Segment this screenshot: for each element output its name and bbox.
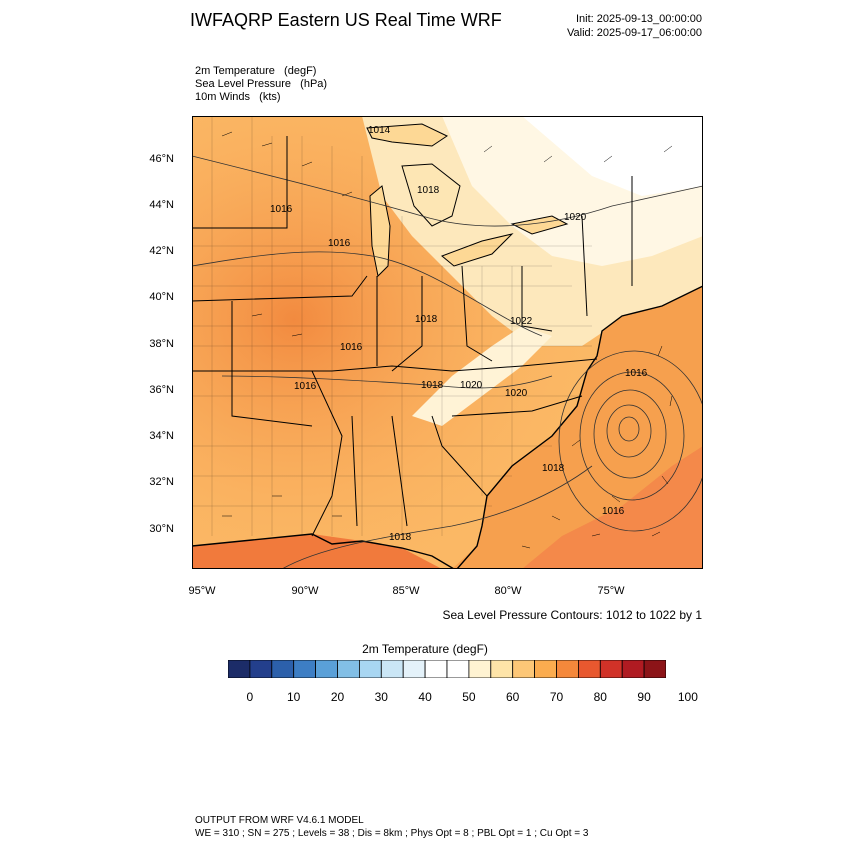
colorbar-swatch [358,660,382,678]
lake-erie [441,233,514,267]
colorbar-swatch [643,660,666,678]
footer-model: OUTPUT FROM WRF V4.6.1 MODEL [195,815,364,826]
coastline [456,285,703,569]
lat-label: 42°N [149,245,174,257]
isobar-label: 1022 [510,316,533,327]
lon-label: 85°W [392,585,420,597]
lon-label: 75°W [597,585,625,597]
colorbar-swatch [337,660,360,678]
field-label-pressure: Sea Level Pressure (hPa) [195,78,328,90]
lat-label: 46°N [149,153,174,165]
map-title: IWFAQRP Eastern US Real Time WRF [190,10,502,30]
colorbar-title: 2m Temperature (degF) [362,642,488,656]
colorbar-label: 20 [330,690,345,704]
colorbar-swatch [315,660,338,678]
colorbar-swatch [599,660,623,678]
lat-label: 40°N [149,291,174,303]
lat-label: 36°N [149,384,174,396]
lat-label: 34°N [149,430,174,442]
isobar-label: 1016 [602,506,625,517]
field-label-winds: 10m Winds (kts) [195,91,281,103]
isobar-label: 1016 [270,204,293,215]
contour-note: Sea Level Pressure Contours: 1012 to 102… [442,608,703,622]
isobar-label: 1020 [505,388,528,399]
colorbar-label: 40 [418,690,432,704]
colorbar-swatch [424,660,448,678]
temperature-colorbar [228,660,666,678]
isobar-label: 1018 [417,185,440,196]
lon-label: 95°W [188,585,216,597]
isobar-label: 1016 [294,381,317,392]
colorbar-swatch [249,660,273,678]
lat-label: 30°N [149,523,174,535]
wind-barbs [221,131,673,549]
colorbar-label: 100 [677,690,698,704]
colorbar-label: 90 [637,690,651,704]
isobars [192,155,703,569]
gulf-of-mexico [192,534,442,569]
colorbar-swatch [380,660,404,678]
colorbar-swatch [271,660,295,678]
colorbar-swatch [446,660,470,678]
county-borders [192,116,592,536]
colorbar-swatch [534,660,557,678]
isobar-label: 1020 [460,380,483,391]
isobar-label: 1018 [389,532,412,543]
isobar-label: 1016 [340,342,363,353]
lon-label: 80°W [494,585,522,597]
colorbar-swatch [512,660,536,678]
lat-label: 44°N [149,199,174,211]
footer-config: WE = 310 ; SN = 275 ; Levels = 38 ; Dis … [195,828,589,839]
low-pressure-isobars [558,350,703,532]
lake-huron [401,163,461,227]
isobar-label: 1016 [328,238,351,249]
colorbar-swatch [402,660,426,678]
isobar-label: 1018 [542,463,565,474]
colorbar-label: 0 [246,690,254,704]
colorbar-swatch [577,660,601,678]
init-time: Init: 2025-09-13_00:00:00 [576,13,702,25]
isobar-label: 1018 [415,314,438,325]
colorbar-swatch [556,660,579,678]
colorbar-swatch [490,660,514,678]
colorbar-label: 30 [374,690,388,704]
lake-superior [366,123,449,147]
lon-label: 90°W [291,585,319,597]
colorbar-label: 70 [549,690,564,704]
map-frame [192,116,703,569]
lat-label: 38°N [149,338,174,350]
colorbar-swatch [228,660,251,678]
isobar-label: 1020 [564,212,587,223]
colorbar-label: 50 [462,690,476,704]
valid-time: Valid: 2025-09-17_06:00:00 [567,27,702,39]
isobar-labels: 1014 1018 1016 1016 1020 1018 1022 1016 … [270,125,648,543]
lat-label: 32°N [149,476,174,488]
isobar-label: 1016 [625,368,648,379]
isobar-label: 1014 [368,125,391,136]
colorbar-label: 10 [287,690,301,704]
colorbar-label: 80 [593,690,607,704]
colorbar-label: 60 [506,690,520,704]
isobar-label: 1018 [421,380,444,391]
colorbar-swatch [468,660,492,678]
colorbar-swatch [621,660,645,678]
colorbar-swatch [293,660,316,678]
weather-map: 1014 1018 1016 1016 1020 1018 1022 1016 … [192,116,703,569]
field-label-temperature: 2m Temperature (degF) [195,65,317,77]
